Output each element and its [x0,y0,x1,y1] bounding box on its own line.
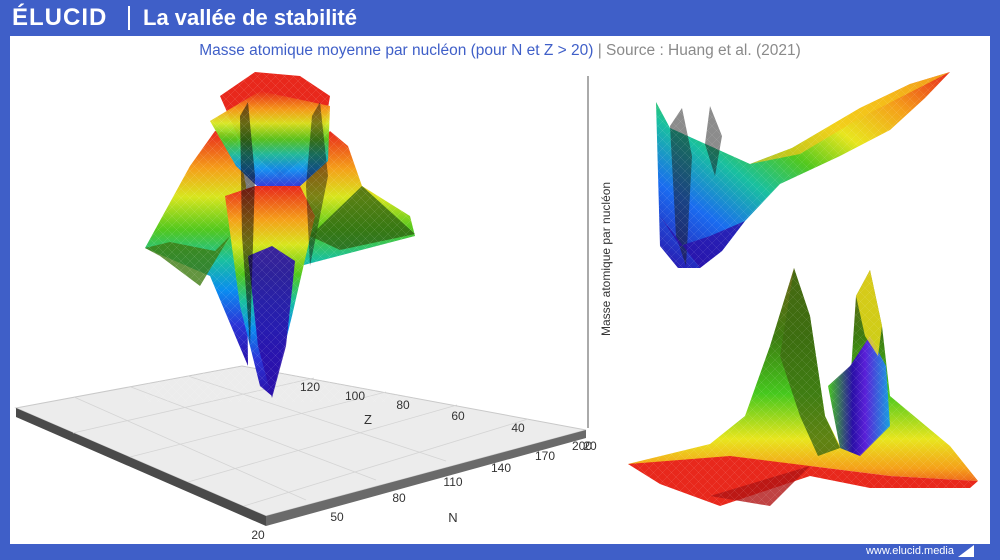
x-tick-200: 200 [572,439,592,453]
footer-url: www.elucid.media [865,545,954,557]
y-tick-20: 20 [583,439,597,453]
main-surface [145,72,417,402]
y-tick-60: 60 [451,409,465,423]
z-axis-label: Masse atomique par nucléon [599,182,613,336]
brand-mark-icon [958,545,974,557]
subtitle-main: Masse atomique moyenne par nucléon (pour… [199,42,593,59]
x-tick-170: 170 [535,449,555,463]
y-tick-80: 80 [396,398,410,412]
surface-chart: Masse atomique moyenne par nucléon (pour… [14,42,978,542]
y-tick-40: 40 [511,421,525,435]
x-tick-80: 80 [392,491,406,505]
y-tick-120: 120 [300,380,320,394]
top-right-view [656,72,950,268]
floor-plane [14,365,587,526]
x-axis-ticks: 20 50 80 110 140 170 200 N [251,439,592,542]
x-axis-label: N [448,510,457,525]
bottom-right-view [628,268,978,508]
x-tick-110: 110 [443,475,462,489]
logo: ÉLUCID [12,4,108,31]
logo-separator [128,6,130,30]
x-tick-140: 140 [491,461,511,475]
y-axis-label: Z [364,412,372,427]
y-axis-ticks: 20 40 60 80 100 120 Z [300,380,597,453]
subtitle-source: Source : Huang et al. (2021) [606,42,801,59]
y-tick-100: 100 [345,389,365,403]
page-title: La vallée de stabilité [143,5,357,30]
x-tick-20: 20 [251,528,265,542]
header: ÉLUCID La vallée de stabilité [0,0,1000,36]
chart-panel: Masse atomique moyenne par nucléon (pour… [10,36,990,544]
subtitle: Masse atomique moyenne par nucléon (pour… [199,42,801,59]
subtitle-separator: | [593,42,606,59]
x-tick-50: 50 [330,510,344,524]
